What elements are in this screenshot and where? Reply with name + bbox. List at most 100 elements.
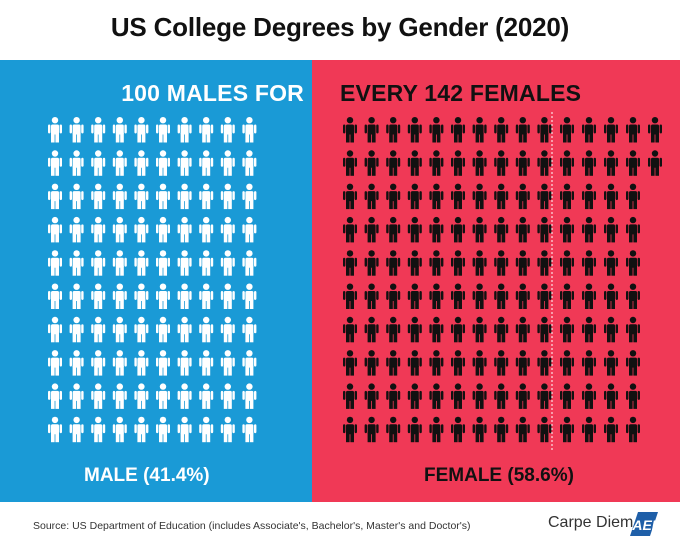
male-figure <box>91 283 106 309</box>
female-figure <box>537 350 552 376</box>
male-figure <box>220 150 235 176</box>
female-figure <box>386 416 401 443</box>
female-percent-label: FEMALE (58.6%) <box>424 465 574 486</box>
female-figure <box>494 350 509 376</box>
female-figure <box>451 216 465 243</box>
male-figure <box>134 183 149 210</box>
female-figure <box>537 150 552 176</box>
female-figure <box>472 117 487 143</box>
female-figure <box>472 216 487 243</box>
male-figure <box>134 350 149 376</box>
female-figure <box>429 283 444 309</box>
female-figure <box>515 350 530 376</box>
female-figure <box>472 383 487 409</box>
male-figure <box>177 216 192 243</box>
female-figure <box>364 216 379 243</box>
female-figure <box>537 283 552 309</box>
female-figure <box>582 316 596 343</box>
male-figure <box>177 350 192 376</box>
female-figure <box>386 150 401 176</box>
female-figure <box>386 117 401 143</box>
male-figure <box>112 150 127 176</box>
male-figure <box>199 316 214 343</box>
male-figure <box>199 216 214 243</box>
male-figure <box>134 283 149 309</box>
source-note: Source: US Department of Education (incl… <box>33 520 471 532</box>
male-figure <box>91 150 106 176</box>
female-figure <box>515 316 530 343</box>
female-figure <box>343 183 357 210</box>
male-figure <box>199 350 214 376</box>
female-figure <box>515 216 530 243</box>
female-figure <box>472 183 487 210</box>
female-figure <box>515 416 530 443</box>
female-figure <box>626 183 640 210</box>
male-figure <box>134 117 149 143</box>
male-figure <box>112 316 127 343</box>
male-figure <box>156 316 170 343</box>
female-figure <box>364 117 379 143</box>
female-figure <box>560 350 574 376</box>
female-figure <box>515 250 530 276</box>
male-figure <box>220 117 235 143</box>
male-figure <box>220 383 235 409</box>
female-figure <box>515 150 530 176</box>
female-figure <box>343 117 357 143</box>
female-figure <box>386 250 401 276</box>
female-figure <box>364 150 379 176</box>
female-figure <box>515 383 530 409</box>
female-figure <box>604 117 618 143</box>
female-figure <box>494 416 509 443</box>
female-figure <box>407 350 422 376</box>
female-figure <box>560 216 574 243</box>
male-figure <box>156 183 170 210</box>
male-figure <box>156 283 170 309</box>
male-figure <box>69 316 84 343</box>
male-figure <box>91 416 106 443</box>
female-figure <box>604 416 618 443</box>
female-figure <box>582 216 596 243</box>
male-figure <box>69 383 84 409</box>
female-figure <box>626 250 640 276</box>
male-figure <box>220 316 235 343</box>
male-figure <box>48 350 62 376</box>
male-figure <box>177 316 192 343</box>
male-figure <box>177 117 192 143</box>
female-figure <box>537 416 552 443</box>
male-figure <box>199 183 214 210</box>
female-figure <box>604 150 618 176</box>
male-figure <box>91 250 106 276</box>
female-figure <box>515 117 530 143</box>
male-figure <box>242 316 257 343</box>
male-figure <box>177 183 192 210</box>
female-figure <box>626 316 640 343</box>
female-figure <box>429 316 444 343</box>
male-figure <box>156 250 170 276</box>
female-figure <box>407 416 422 443</box>
female-figure <box>386 350 401 376</box>
female-figure <box>386 283 401 309</box>
male-figure <box>242 216 257 243</box>
male-figure <box>112 383 127 409</box>
female-figure <box>560 150 574 176</box>
female-figure <box>451 283 465 309</box>
male-figure <box>177 283 192 309</box>
female-figure <box>582 250 596 276</box>
male-figure <box>199 283 214 309</box>
female-figure <box>429 250 444 276</box>
male-figure <box>69 250 84 276</box>
male-figure <box>220 183 235 210</box>
female-figure <box>648 150 662 176</box>
female-figure <box>626 216 640 243</box>
female-figure <box>364 183 379 210</box>
female-figure <box>429 350 444 376</box>
female-figure <box>604 316 618 343</box>
male-figure <box>242 117 257 143</box>
headline-males: 100 MALES FOR <box>121 80 304 106</box>
female-figure <box>343 383 357 409</box>
male-figure <box>156 350 170 376</box>
male-figure <box>112 117 127 143</box>
male-figure <box>48 250 62 276</box>
female-figure <box>582 283 596 309</box>
